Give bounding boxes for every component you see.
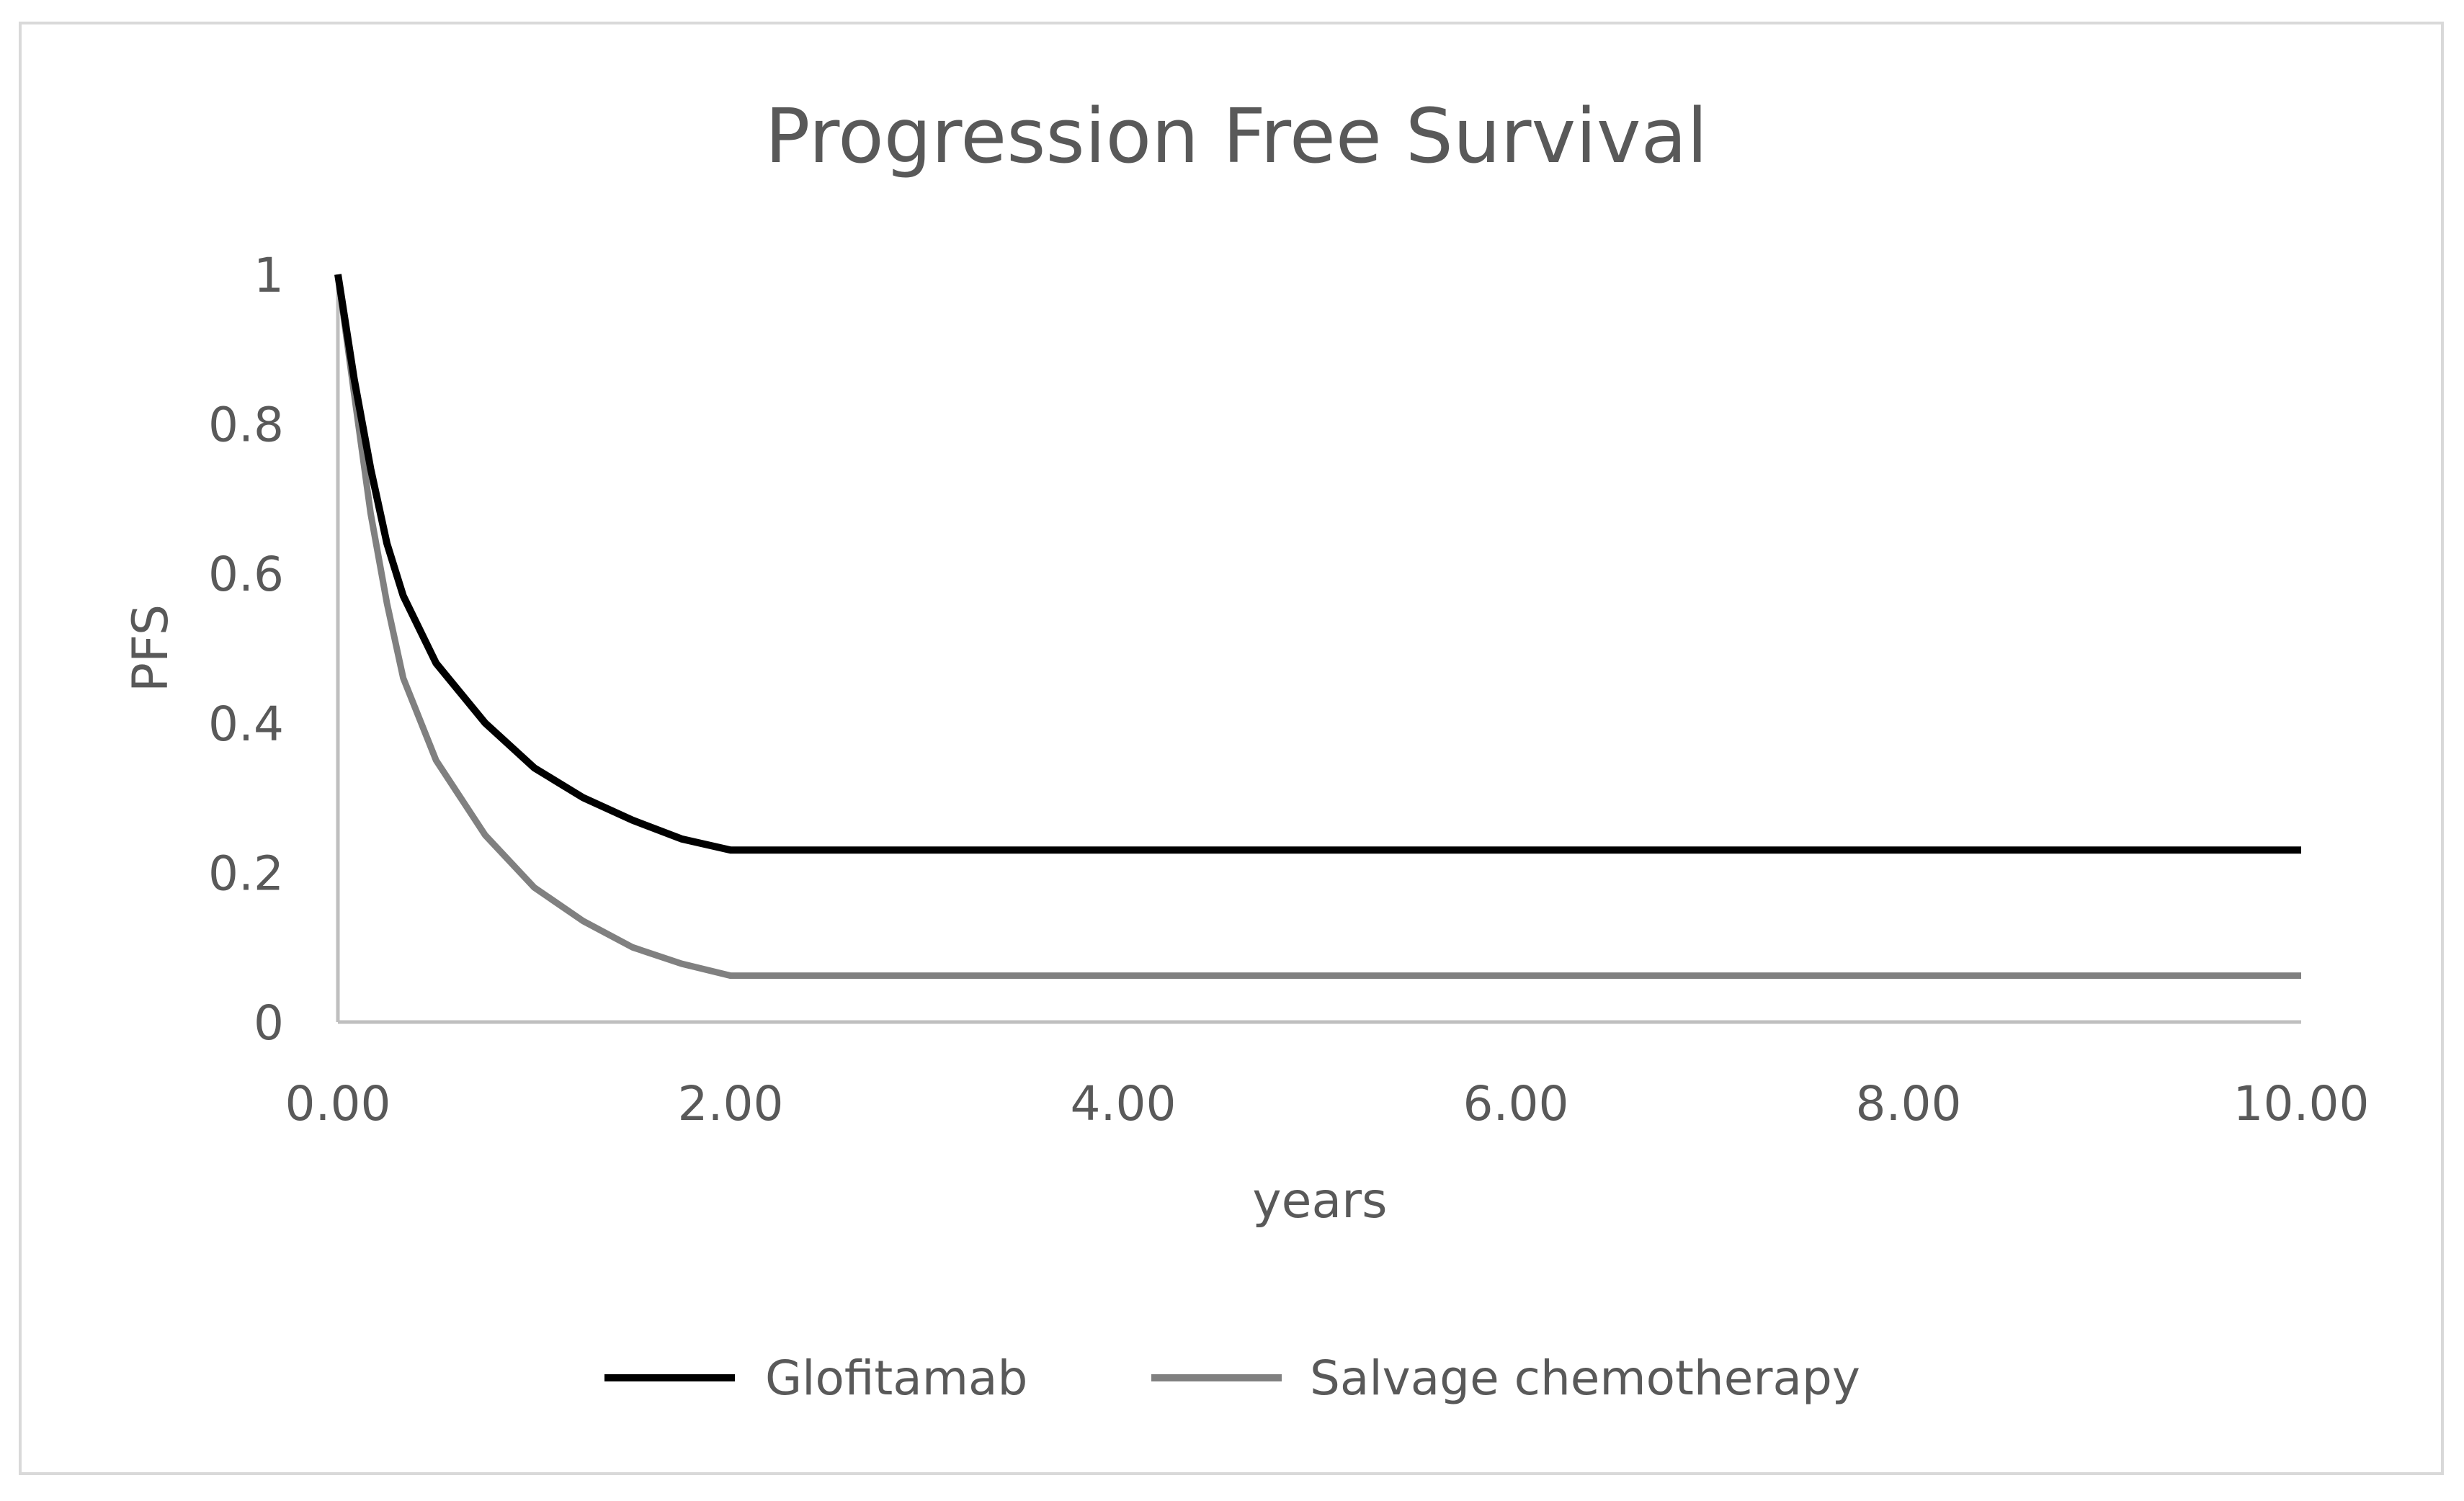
x-tick-label: 6.00	[1463, 1076, 1569, 1132]
legend: Glofitamab Salvage chemotherapy	[604, 1350, 1860, 1406]
legend-label-1: Salvage chemotherapy	[1310, 1350, 1860, 1406]
x-tick-label: 8.00	[1856, 1076, 1962, 1132]
chart-title: Progression Free Survival	[765, 92, 1708, 180]
y-tick-label: 0.8	[208, 398, 284, 453]
x-tick-label: 2.00	[678, 1076, 784, 1132]
x-tick-label: 10.00	[2233, 1076, 2370, 1132]
axes	[336, 274, 2301, 1024]
series-line-0	[334, 274, 2301, 854]
legend-label-0: Glofitamab	[765, 1350, 1027, 1406]
series-lines	[334, 274, 2301, 980]
y-tick-label: 1	[254, 248, 284, 303]
x-tick-label: 0.00	[285, 1076, 391, 1132]
series-line-1	[334, 274, 2301, 980]
x-tick-label: 4.00	[1071, 1076, 1177, 1132]
tick-labels: 0.00 2.00 4.00 6.00 8.00 10.00 0 0.2 0.4 0.6 0.8 1	[208, 248, 2369, 1132]
y-tick-label: 0.6	[208, 547, 284, 602]
y-tick-label: 0.4	[208, 696, 284, 752]
y-tick-label: 0	[254, 995, 284, 1051]
y-axis-label: PFS	[122, 604, 179, 692]
chart-frame	[19, 22, 2444, 1475]
x-axis-label: years	[1252, 1173, 1387, 1229]
y-tick-label: 0.2	[208, 846, 284, 901]
